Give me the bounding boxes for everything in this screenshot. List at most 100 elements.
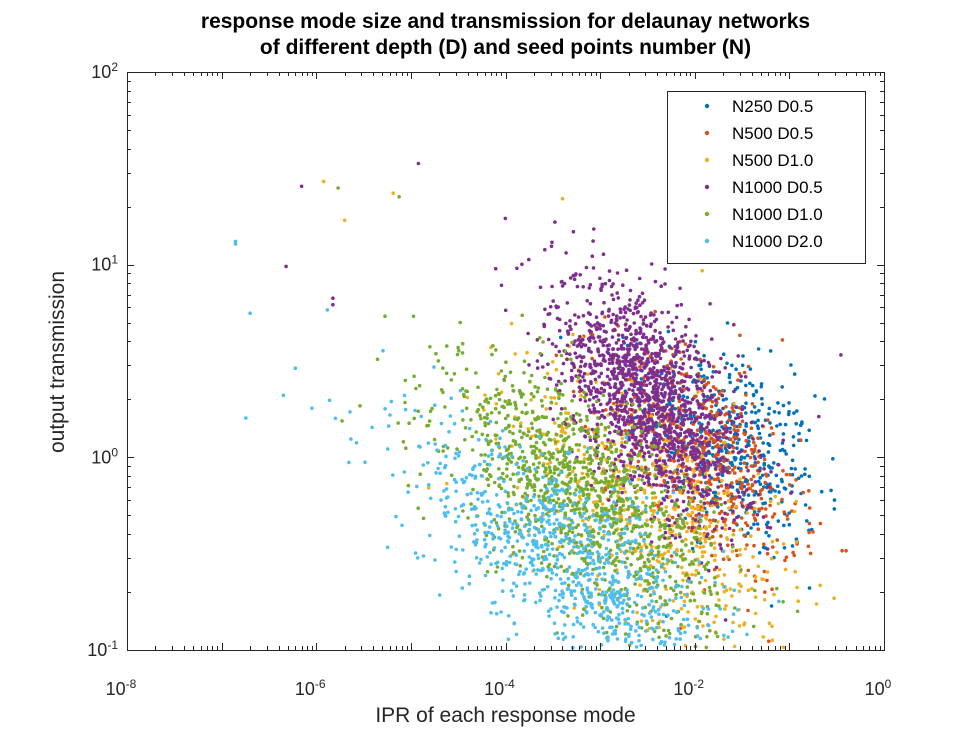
- scatter-point: [550, 541, 554, 546]
- scatter-point: [663, 462, 668, 466]
- scatter-point: [573, 322, 578, 326]
- scatter-point: [663, 488, 668, 493]
- scatter-point: [733, 416, 738, 421]
- scatter-point: [647, 581, 651, 586]
- scatter-point: [566, 496, 571, 501]
- scatter-point: [740, 363, 745, 368]
- scatter-point: [442, 489, 446, 493]
- scatter-point: [520, 555, 525, 560]
- scatter-point: [575, 481, 580, 486]
- scatter-point: [597, 374, 601, 379]
- scatter-point: [685, 348, 689, 353]
- scatter-point: [616, 490, 620, 494]
- scatter-point: [596, 443, 601, 448]
- scatter-point: [628, 363, 632, 368]
- scatter-point: [637, 276, 642, 281]
- scatter-point: [656, 385, 660, 389]
- scatter-point: [591, 622, 595, 627]
- scatter-point: [685, 429, 689, 434]
- scatter-point: [653, 393, 658, 398]
- scatter-point: [443, 504, 448, 509]
- scatter-point: [628, 454, 632, 458]
- scatter-point: [604, 479, 608, 484]
- scatter-point: [775, 538, 779, 542]
- scatter-point: [445, 344, 449, 348]
- scatter-point: [796, 476, 801, 481]
- scatter-point: [608, 353, 613, 358]
- scatter-point: [510, 384, 515, 388]
- scatter-point: [672, 642, 677, 647]
- scatter-point: [723, 523, 728, 527]
- scatter-point: [667, 524, 671, 528]
- scatter-point: [555, 316, 560, 321]
- scatter-point: [556, 636, 561, 640]
- scatter-point: [665, 366, 669, 371]
- scatter-point: [663, 393, 667, 397]
- scatter-point: [628, 308, 632, 313]
- scatter-point: [504, 360, 508, 365]
- scatter-point: [642, 564, 646, 569]
- scatter-point: [520, 494, 525, 499]
- scatter-point: [754, 390, 759, 394]
- scatter-point: [757, 468, 762, 473]
- scatter-point: [784, 452, 788, 456]
- scatter-point: [449, 545, 454, 549]
- scatter-point: [648, 593, 653, 597]
- scatter-point: [701, 606, 706, 611]
- scatter-point: [775, 424, 779, 428]
- scatter-point: [660, 310, 664, 315]
- scatter-point: [572, 551, 576, 555]
- scatter-point: [651, 438, 656, 443]
- scatter-point: [648, 564, 653, 568]
- scatter-point: [792, 509, 797, 514]
- scatter-point: [672, 550, 677, 555]
- scatter-point: [651, 387, 656, 391]
- scatter-point: [627, 479, 632, 484]
- scatter-point: [644, 383, 649, 388]
- scatter-point: [658, 382, 663, 386]
- scatter-point: [727, 375, 732, 380]
- scatter-point: [599, 371, 604, 376]
- scatter-point: [711, 440, 715, 445]
- scatter-point: [576, 448, 581, 453]
- scatter-point: [586, 552, 591, 556]
- scatter-point: [536, 386, 541, 390]
- scatter-point: [623, 632, 628, 636]
- scatter-point: [706, 421, 711, 425]
- scatter-point: [730, 405, 735, 410]
- scatter-point: [786, 412, 791, 417]
- scatter-point: [573, 534, 577, 538]
- scatter-point: [722, 637, 726, 641]
- scatter-point: [690, 562, 695, 566]
- scatter-point: [609, 420, 613, 425]
- scatter-point: [464, 367, 469, 372]
- scatter-point: [659, 490, 664, 494]
- scatter-point: [685, 456, 690, 461]
- scatter-point: [751, 437, 755, 441]
- scatter-point: [687, 495, 691, 500]
- scatter-point: [650, 626, 654, 631]
- scatter-point: [553, 465, 557, 469]
- scatter-point: [736, 490, 741, 495]
- scatter-point: [770, 539, 775, 544]
- scatter-point: [645, 324, 649, 328]
- scatter-point: [520, 410, 524, 415]
- scatter-point: [545, 387, 550, 392]
- scatter-point: [717, 604, 721, 608]
- scatter-point: [553, 421, 557, 425]
- scatter-point: [682, 484, 687, 489]
- scatter-point: [690, 541, 694, 545]
- scatter-point: [543, 307, 547, 312]
- scatter-point: [585, 555, 589, 559]
- scatter-point: [707, 462, 711, 466]
- scatter-point: [698, 425, 703, 430]
- scatter-point: [640, 434, 644, 438]
- scatter-point: [608, 580, 612, 585]
- scatter-point: [724, 405, 728, 409]
- scatter-point: [724, 604, 728, 608]
- scatter-point: [733, 606, 737, 610]
- scatter-point: [697, 472, 702, 477]
- scatter-point: [581, 625, 586, 629]
- scatter-point: [612, 370, 617, 374]
- scatter-point: [672, 453, 677, 458]
